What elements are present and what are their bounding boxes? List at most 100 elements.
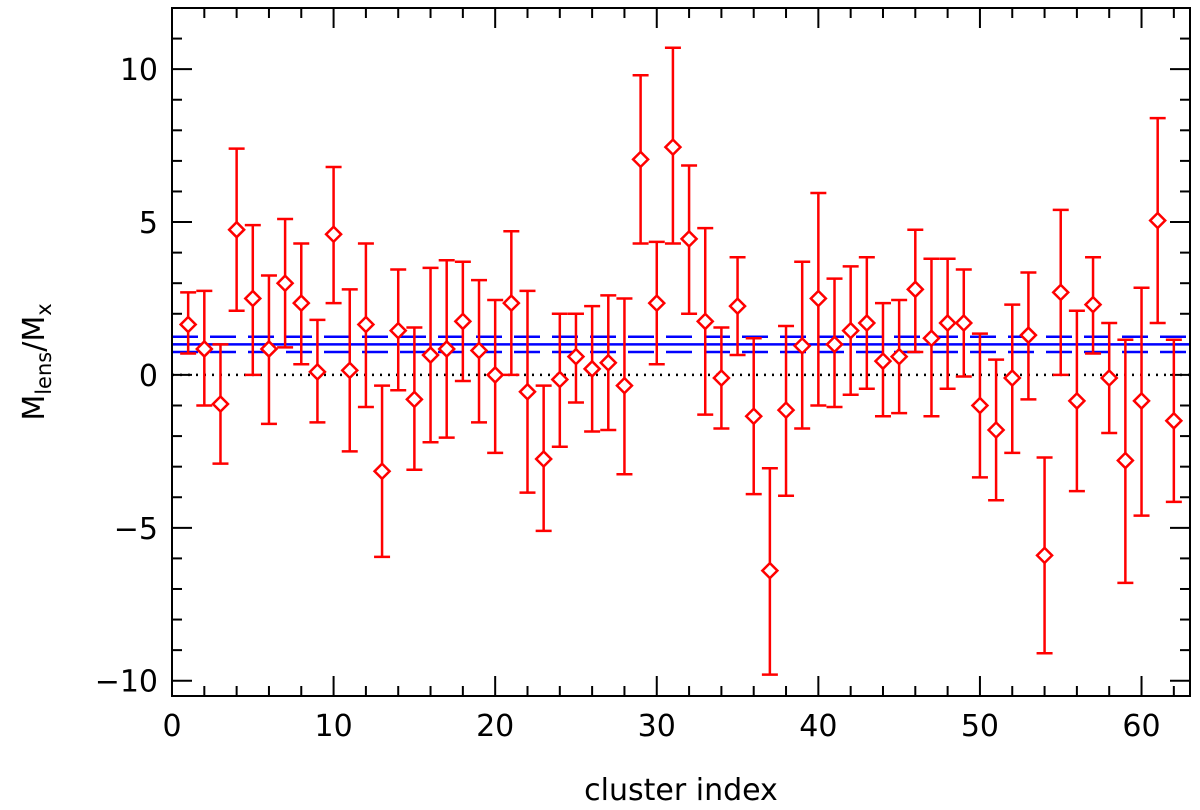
diamond-marker (518, 382, 537, 402)
data-point (211, 343, 230, 465)
x-tick-label: 60 (1122, 709, 1160, 744)
diamond-marker (679, 229, 699, 249)
data-point (518, 289, 537, 494)
diamond-marker (1164, 411, 1184, 431)
data-point (405, 326, 424, 471)
y-label-base: M (17, 395, 52, 421)
data-point (938, 257, 957, 390)
data-point (970, 332, 990, 479)
data-point (873, 301, 893, 418)
diamond-marker (1099, 368, 1119, 388)
diamond-marker (469, 341, 489, 360)
diamond-marker (809, 289, 828, 308)
data-point (1067, 309, 1087, 493)
diamond-marker (275, 273, 295, 293)
diamond-marker (308, 362, 327, 382)
diamond-marker (485, 365, 505, 385)
data-point (308, 318, 327, 424)
diamond-marker (744, 406, 763, 426)
diamond-marker (388, 321, 408, 340)
data-point (582, 304, 602, 433)
y-label-sep: / (17, 341, 52, 352)
data-point (695, 226, 715, 416)
diamond-marker (405, 390, 424, 409)
diamond-marker (873, 351, 893, 371)
diamond-marker (631, 150, 650, 169)
data-point (792, 260, 812, 430)
y-label-den-base: M (17, 316, 52, 342)
data-point (469, 278, 489, 424)
data-point (485, 298, 505, 455)
data-point (712, 326, 731, 430)
diamond-marker (954, 313, 974, 333)
data-point (388, 268, 408, 392)
data-point (954, 268, 974, 378)
data-point (615, 297, 634, 476)
data-point (663, 46, 683, 245)
data-point (841, 265, 860, 397)
reference-lines (172, 335, 1190, 377)
x-tick-label: 10 (314, 709, 352, 744)
diamond-marker (615, 376, 634, 395)
data-point (809, 191, 828, 407)
data-point (599, 294, 618, 432)
y-tick-label: 10 (120, 53, 158, 88)
diamond-marker (970, 396, 990, 415)
data-point (986, 358, 1006, 502)
diamond-marker (1019, 325, 1038, 345)
data-point (534, 384, 553, 533)
data-point (421, 266, 440, 444)
diamond-marker (502, 293, 521, 313)
diamond-marker (712, 368, 731, 388)
data-point (1099, 321, 1119, 435)
diamond-marker (292, 293, 311, 313)
data-point (243, 223, 263, 377)
data-point (502, 229, 521, 377)
y-label-den-sub: x (32, 303, 56, 315)
diamond-marker (857, 313, 877, 333)
diamond-marker (760, 561, 780, 580)
y-tick-label: −5 (114, 512, 158, 547)
data-point (922, 257, 941, 418)
data-point (906, 228, 925, 354)
diamond-marker (453, 312, 473, 331)
x-tick-label: 50 (961, 709, 999, 744)
diamond-marker (340, 361, 360, 380)
diamond-marker (437, 339, 456, 359)
data-point (550, 312, 570, 449)
data-point (259, 274, 279, 426)
diamond-marker (1083, 295, 1103, 314)
diamond-marker (922, 328, 941, 348)
data-point (227, 147, 246, 312)
diamond-marker (599, 353, 618, 372)
y-tick-label: −10 (95, 665, 158, 700)
diamond-marker (1132, 391, 1151, 411)
data-point (453, 260, 473, 383)
data-point (356, 242, 376, 409)
data-point (1116, 338, 1135, 585)
data-point (372, 384, 392, 559)
data-point (292, 242, 311, 366)
y-axis-label: Mlens/Mx (17, 303, 56, 420)
data-point (1132, 286, 1151, 517)
diamond-marker (243, 289, 263, 308)
data-point (1051, 208, 1070, 377)
data-point (1083, 255, 1103, 355)
data-point (631, 74, 650, 245)
x-tick-label: 30 (638, 709, 676, 744)
data-point (324, 165, 343, 305)
data-point (1164, 338, 1184, 504)
x-axis-label: cluster index (584, 773, 778, 808)
diamond-marker (1035, 546, 1054, 565)
data-point (744, 336, 763, 496)
diamond-marker (195, 339, 214, 359)
data-point (857, 255, 877, 390)
data-points (178, 46, 1184, 676)
x-tick-label: 40 (799, 709, 837, 744)
diamond-marker (566, 347, 586, 366)
diamond-marker (647, 293, 667, 313)
diamond-marker (372, 461, 392, 481)
diamond-marker (825, 335, 844, 354)
y-tick-label: 5 (139, 206, 158, 241)
